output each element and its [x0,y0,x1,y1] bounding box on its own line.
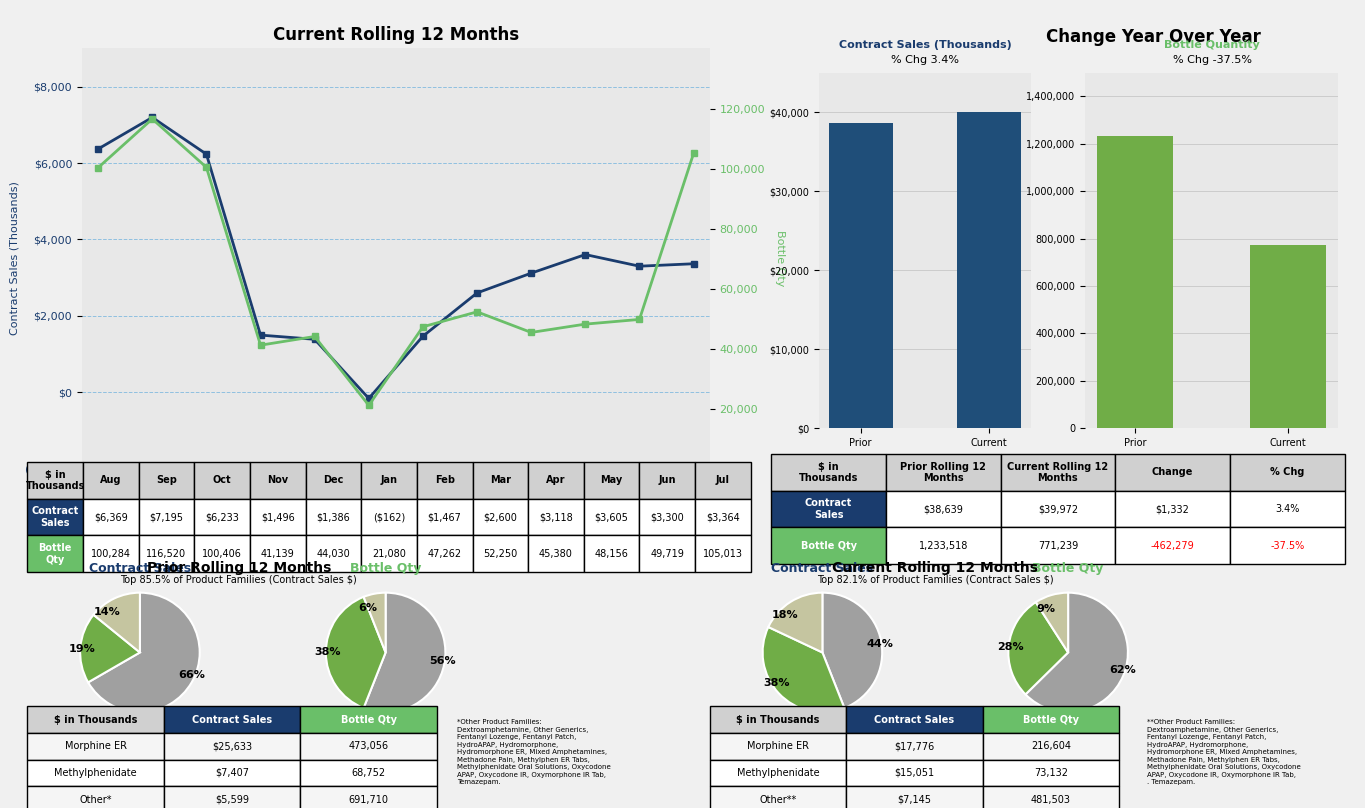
Y-axis label: Bottle Qty: Bottle Qty [774,230,785,287]
Text: 66%: 66% [179,670,206,680]
Text: Contract Sales (Thousands): Contract Sales (Thousands) [839,40,1011,50]
Wedge shape [1009,602,1067,694]
Wedge shape [1036,593,1069,653]
Wedge shape [94,593,141,653]
Wedge shape [763,627,845,712]
Wedge shape [363,593,386,653]
Text: 6%: 6% [358,604,377,613]
Wedge shape [768,593,823,653]
Wedge shape [1025,593,1127,712]
Wedge shape [89,593,199,713]
Bar [957,112,1021,428]
Text: Current Rolling 12 Months: Current Rolling 12 Months [833,561,1037,575]
Bar [1250,246,1327,428]
Text: Prior Rolling 12 Months: Prior Rolling 12 Months [146,561,332,575]
Text: 28%: 28% [996,642,1024,653]
Wedge shape [326,597,386,708]
Text: Bottle Quantity: Bottle Quantity [1164,40,1260,50]
Text: 56%: 56% [430,656,456,666]
Text: 44%: 44% [867,639,893,649]
Text: 62%: 62% [1110,665,1136,675]
Wedge shape [363,593,445,712]
Title: Contract Sales: Contract Sales [89,562,191,575]
Title: Bottle Qty: Bottle Qty [1032,562,1104,575]
Text: **Other Product Families:
Dextroamphetamine, Other Generics,
Fentanyl Lozenge, F: **Other Product Families: Dextroamphetam… [1147,719,1301,785]
Wedge shape [81,615,139,683]
Text: % Chg 3.4%: % Chg 3.4% [891,55,960,65]
Text: 19%: 19% [68,644,96,654]
Title: Current Rolling 12 Months: Current Rolling 12 Months [273,26,519,44]
Bar [829,123,893,428]
Text: 38%: 38% [314,647,341,658]
Y-axis label: Contract Sales (Thousands): Contract Sales (Thousands) [10,182,19,335]
Bar [1096,136,1173,428]
Text: 14%: 14% [94,607,120,617]
Title: Bottle Qty: Bottle Qty [349,562,422,575]
Text: Top 82.1% of Product Families (Contract Sales $): Top 82.1% of Product Families (Contract … [816,575,1054,585]
Text: 9%: 9% [1036,604,1055,614]
Text: Top 85.5% of Product Families (Contract Sales $): Top 85.5% of Product Families (Contract … [120,575,358,585]
Text: 38%: 38% [763,678,790,688]
Text: *Other Product Families:
Dextroamphetamine, Other Generics,
Fentanyl Lozenge, Fe: *Other Product Families: Dextroamphetami… [457,719,612,785]
Text: Change Year Over Year: Change Year Over Year [1046,28,1261,46]
Wedge shape [822,593,882,708]
Text: 18%: 18% [771,609,799,620]
Title: Contract Sales: Contract Sales [771,562,874,575]
Text: % Chg -37.5%: % Chg -37.5% [1173,55,1252,65]
